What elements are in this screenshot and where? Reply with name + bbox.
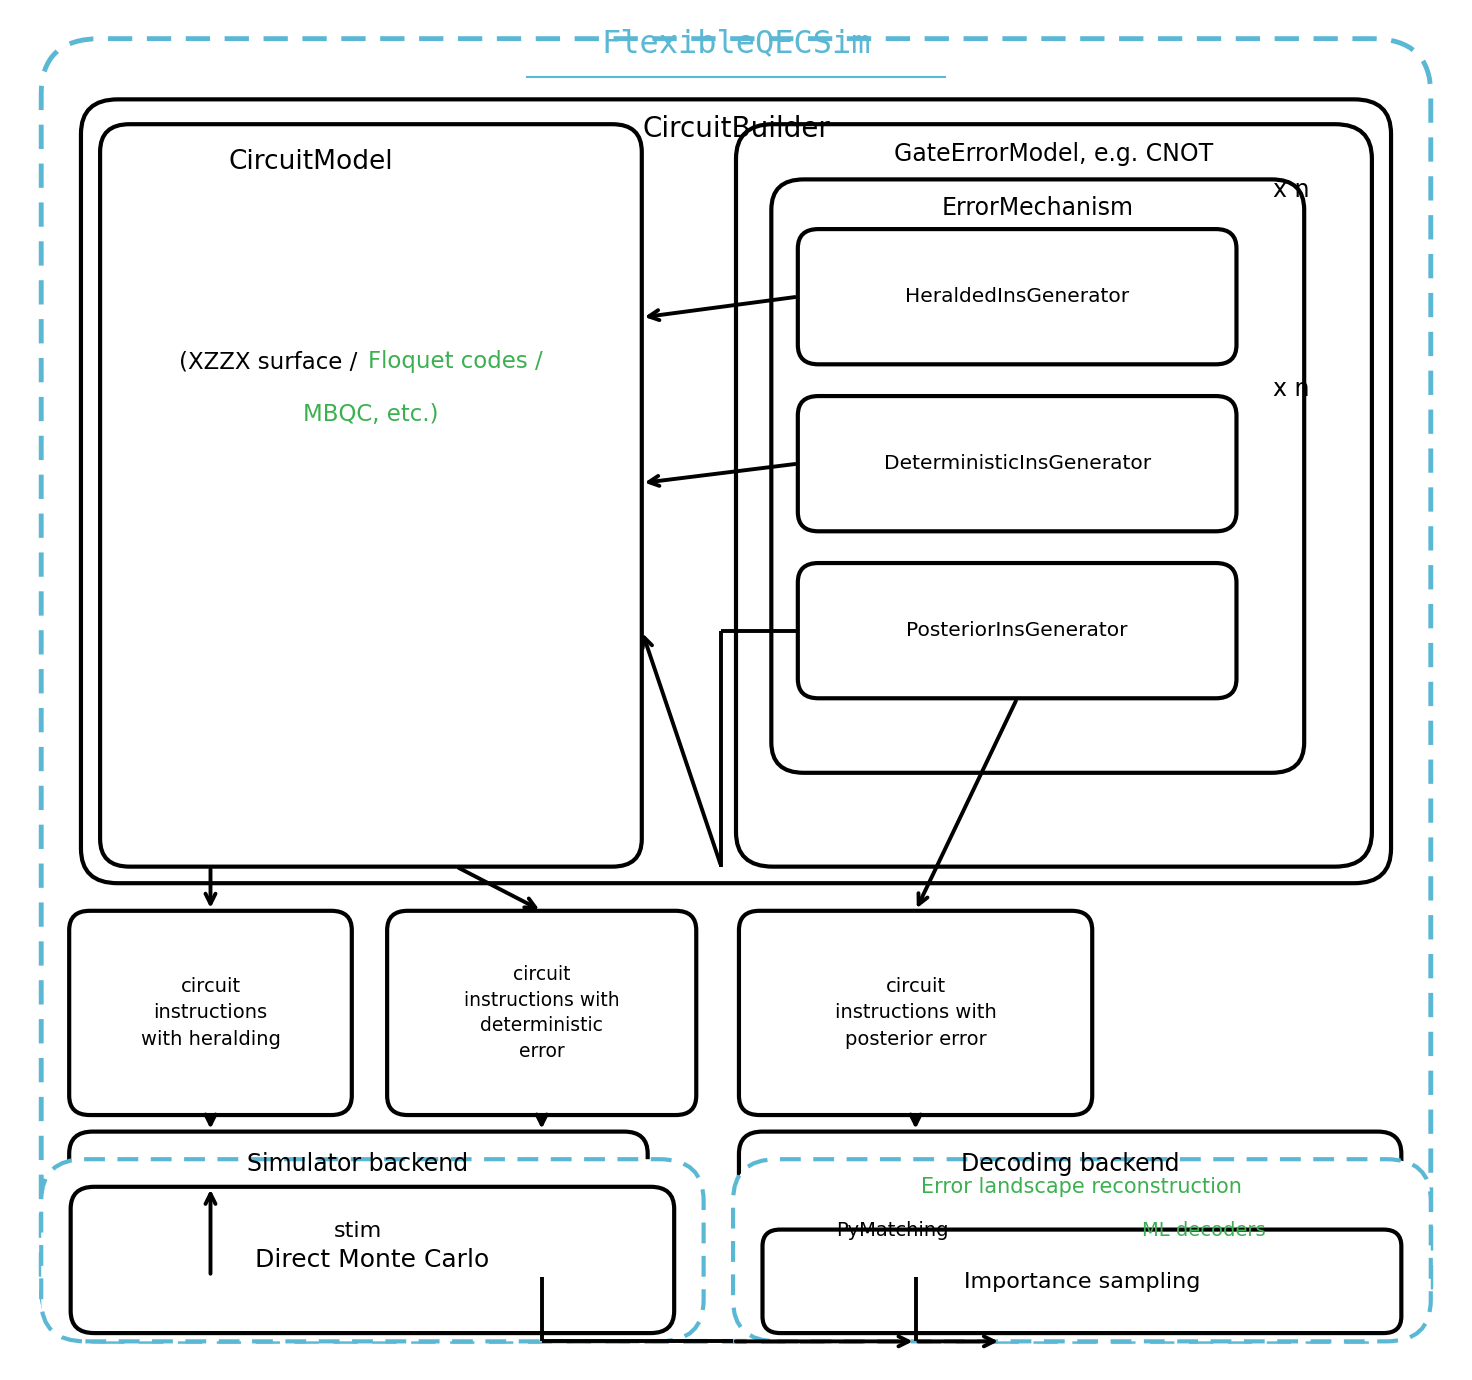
FancyBboxPatch shape — [41, 1159, 704, 1341]
Text: x n: x n — [1273, 178, 1309, 203]
Text: ML decoders: ML decoders — [1142, 1221, 1266, 1241]
Text: HeraldedInsGenerator: HeraldedInsGenerator — [905, 287, 1129, 306]
FancyBboxPatch shape — [736, 124, 1372, 867]
Text: GateErrorModel, e.g. CNOT: GateErrorModel, e.g. CNOT — [895, 142, 1213, 166]
Text: MBQC, etc.): MBQC, etc.) — [303, 403, 439, 425]
Text: CircuitModel: CircuitModel — [228, 149, 393, 175]
Text: DeterministicInsGenerator: DeterministicInsGenerator — [883, 454, 1151, 473]
FancyBboxPatch shape — [762, 1230, 1401, 1333]
Text: stim: stim — [334, 1221, 381, 1241]
Text: FlexibleQECSim: FlexibleQECSim — [601, 29, 871, 59]
Text: Error landscape reconstruction: Error landscape reconstruction — [921, 1177, 1242, 1196]
Text: ErrorMechanism: ErrorMechanism — [942, 196, 1133, 219]
FancyBboxPatch shape — [798, 563, 1236, 698]
FancyBboxPatch shape — [733, 1159, 1431, 1341]
Text: Simulator backend: Simulator backend — [247, 1152, 468, 1176]
Text: Decoding backend: Decoding backend — [961, 1152, 1179, 1176]
FancyBboxPatch shape — [739, 1132, 1401, 1276]
Text: circuit
instructions with
posterior error: circuit instructions with posterior erro… — [835, 977, 997, 1049]
FancyBboxPatch shape — [107, 1192, 608, 1270]
Text: Importance sampling: Importance sampling — [964, 1272, 1200, 1292]
Text: PyMatching: PyMatching — [836, 1221, 948, 1241]
Text: Direct Monte Carlo: Direct Monte Carlo — [255, 1248, 490, 1272]
FancyBboxPatch shape — [71, 1187, 674, 1333]
FancyBboxPatch shape — [798, 396, 1236, 531]
Text: (XZZX surface /: (XZZX surface / — [180, 351, 365, 373]
Text: PosteriorInsGenerator: PosteriorInsGenerator — [907, 621, 1128, 640]
FancyBboxPatch shape — [69, 1132, 648, 1276]
FancyBboxPatch shape — [798, 229, 1236, 364]
Text: CircuitBuilder: CircuitBuilder — [642, 115, 830, 142]
FancyBboxPatch shape — [81, 99, 1391, 883]
Text: x n: x n — [1273, 377, 1309, 402]
FancyBboxPatch shape — [41, 39, 1431, 1341]
FancyBboxPatch shape — [739, 911, 1092, 1115]
Text: Floquet codes /: Floquet codes / — [368, 351, 543, 373]
FancyBboxPatch shape — [765, 1192, 1019, 1270]
Text: circuit
instructions
with heralding: circuit instructions with heralding — [140, 977, 281, 1049]
FancyBboxPatch shape — [387, 911, 696, 1115]
FancyBboxPatch shape — [69, 911, 352, 1115]
FancyBboxPatch shape — [771, 179, 1304, 773]
FancyBboxPatch shape — [100, 124, 642, 867]
Text: circuit
instructions with
deterministic
error: circuit instructions with deterministic … — [464, 965, 620, 1061]
FancyBboxPatch shape — [1057, 1192, 1351, 1270]
